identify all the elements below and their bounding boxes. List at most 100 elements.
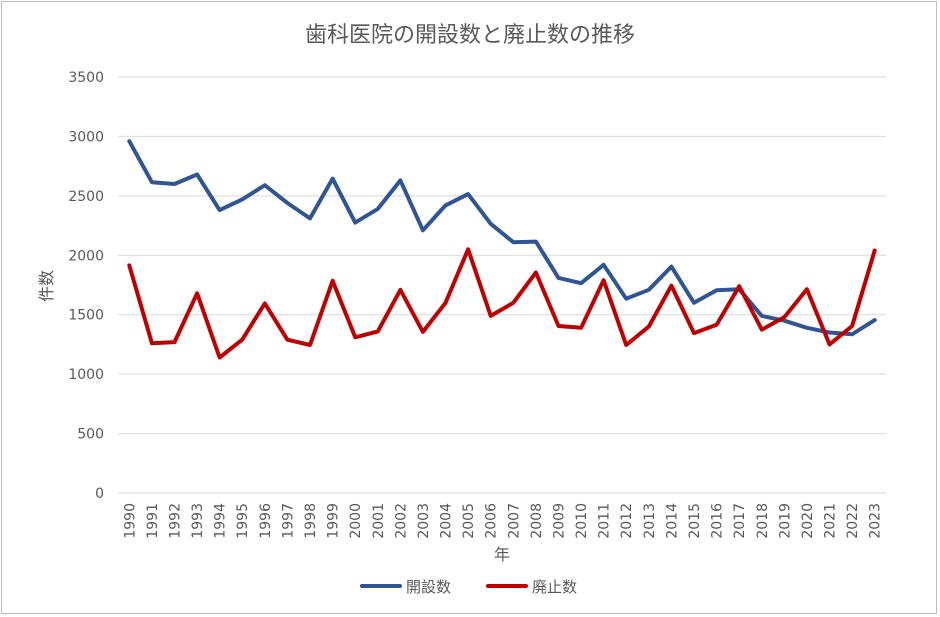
data-point: [580, 282, 582, 284]
x-tick-label: 2015: [687, 503, 703, 539]
data-point: [196, 292, 198, 294]
data-point: [603, 264, 605, 266]
data-point: [354, 336, 356, 338]
data-point: [445, 204, 447, 206]
x-tick-label: 2016: [710, 503, 726, 539]
data-point: [783, 316, 785, 318]
data-point: [512, 302, 514, 304]
data-point: [241, 339, 243, 341]
data-point: [761, 329, 763, 331]
data-point: [399, 179, 401, 181]
x-axis-title: 年: [494, 545, 510, 564]
data-point: [512, 241, 514, 243]
x-tick-label: 2001: [371, 503, 387, 539]
data-point: [286, 339, 288, 341]
data-point: [783, 320, 785, 322]
data-point: [716, 289, 718, 291]
data-point: [467, 193, 469, 195]
x-tick-label: 2000: [348, 503, 364, 539]
data-point: [354, 222, 356, 224]
x-tick-label: 1991: [145, 503, 161, 539]
x-tick-label: 2014: [664, 503, 680, 539]
data-point: [580, 327, 582, 329]
x-tick-label: 1995: [235, 503, 251, 539]
x-tick-label: 2006: [484, 503, 500, 539]
x-tick-label: 2023: [868, 503, 884, 539]
series-line-2: [127, 247, 877, 360]
x-tick-label: 2009: [551, 503, 567, 539]
data-point: [309, 344, 311, 346]
data-point: [625, 344, 627, 346]
gridlines: [118, 76, 886, 494]
data-point: [445, 302, 447, 304]
x-tick-label: 2019: [777, 503, 793, 539]
data-point: [738, 285, 740, 287]
data-point: [490, 315, 492, 317]
x-tick-label: 2004: [439, 503, 455, 539]
data-point: [399, 289, 401, 291]
x-tick-label: 2007: [506, 503, 522, 539]
x-tick-label: 2018: [755, 503, 771, 539]
data-point: [670, 266, 672, 268]
x-tick-label: 2017: [732, 503, 748, 539]
data-point: [241, 198, 243, 200]
data-point: [264, 184, 266, 186]
x-tick-label: 1992: [167, 503, 183, 539]
legend: 開設数 廃止数: [360, 578, 577, 596]
data-point: [151, 342, 153, 344]
data-point: [806, 327, 808, 329]
y-tick-label: 1000: [68, 367, 104, 383]
data-point: [829, 343, 831, 345]
data-point: [422, 229, 424, 231]
x-axis-tick-labels: 1990 1991 1992 1993 1994 1995 1996 1997 1998 1999…: [122, 503, 883, 539]
data-point: [264, 302, 266, 304]
data-point: [490, 223, 492, 225]
legend-label-2: 廃止数: [532, 578, 577, 596]
data-point: [173, 341, 175, 343]
x-tick-label: 1993: [190, 503, 206, 539]
data-point: [219, 357, 221, 359]
data-point: [716, 324, 718, 326]
data-point: [761, 315, 763, 317]
chart-title: 歯科医院の開設数と廃止数の推移: [305, 23, 635, 48]
x-tick-label: 1999: [326, 503, 342, 539]
data-point: [693, 332, 695, 334]
data-point: [806, 288, 808, 290]
data-point: [829, 332, 831, 334]
data-point: [851, 333, 853, 335]
data-point: [196, 173, 198, 175]
data-point: [874, 250, 876, 252]
x-tick-label: 1997: [280, 503, 296, 539]
data-point: [377, 208, 379, 210]
data-point: [128, 140, 130, 142]
data-point: [377, 330, 379, 332]
y-tick-label: 3000: [68, 129, 104, 145]
x-tick-label: 2022: [845, 503, 861, 539]
data-point: [151, 181, 153, 183]
y-tick-label: 2500: [68, 189, 104, 205]
x-tick-label: 2013: [642, 503, 658, 539]
x-tick-label: 1994: [213, 503, 229, 539]
data-point: [557, 277, 559, 279]
data-point: [332, 178, 334, 180]
y-tick-label: 500: [77, 427, 104, 443]
y-tick-label: 2000: [68, 248, 104, 264]
x-tick-label: 2005: [461, 503, 477, 539]
x-tick-label: 1990: [122, 503, 138, 539]
y-axis-tick-labels: 0 500 1000 1500 2000 2500 3000 3500: [68, 70, 104, 502]
data-point: [851, 325, 853, 327]
data-point: [874, 319, 876, 321]
x-tick-label: 1996: [258, 503, 274, 539]
data-point: [219, 209, 221, 211]
data-point: [332, 280, 334, 282]
data-point: [670, 285, 672, 287]
y-tick-label: 0: [95, 486, 104, 502]
data-point: [648, 289, 650, 291]
x-tick-label: 2003: [416, 503, 432, 539]
data-point: [128, 264, 130, 266]
data-point: [422, 331, 424, 333]
data-point: [603, 279, 605, 281]
x-tick-label: 2002: [393, 503, 409, 539]
series-line-1: [127, 139, 877, 337]
